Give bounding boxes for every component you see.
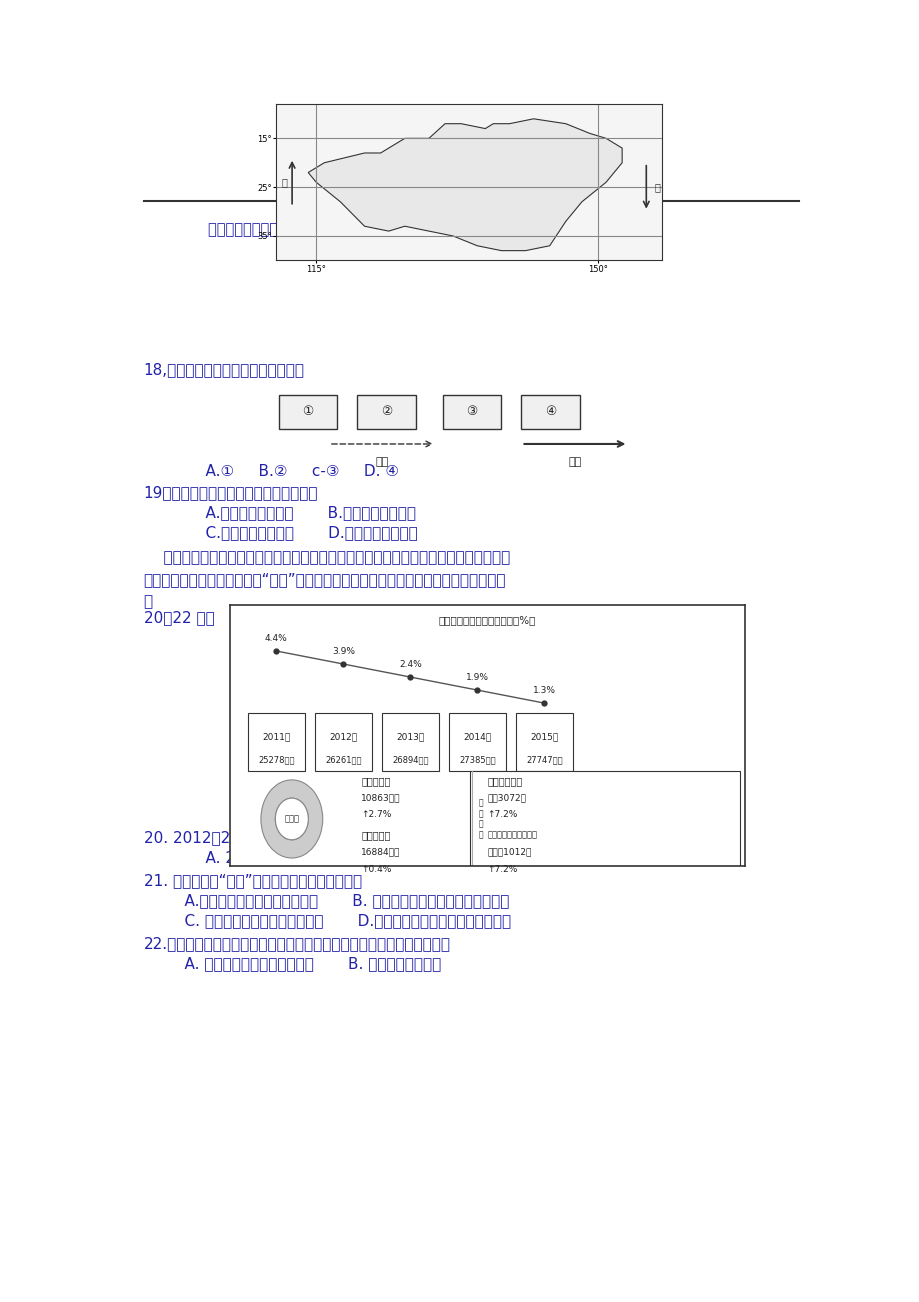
Text: 20. 2012～2015年农民工总量增速回落最大的年份是: 20. 2012～2015年农民工总量增速回落最大的年份是 xyxy=(143,829,404,845)
Text: 2012年: 2012年 xyxy=(329,733,357,741)
Circle shape xyxy=(275,798,308,840)
Text: 外出农民工在春节返乡后，一部分人不再回到务工的远方大城市，转而选择离家不远的: 外出农民工在春节返乡后，一部分人不再回到务工的远方大城市，转而选择离家不远的 xyxy=(143,551,509,565)
Text: 外出农民工人均生活费: 外出农民工人均生活费 xyxy=(487,831,537,838)
Text: 2.4%: 2.4% xyxy=(399,660,421,669)
Text: 月支出1012元: 月支出1012元 xyxy=(487,848,531,857)
Text: 农民工人均月: 农民工人均月 xyxy=(487,776,522,786)
FancyBboxPatch shape xyxy=(521,395,579,428)
Text: 收
支
变
化: 收 支 变 化 xyxy=(478,799,482,838)
Text: ↑2.7%: ↑2.7% xyxy=(361,810,391,819)
Text: 甲: 甲 xyxy=(281,177,287,187)
Text: 外出农民工: 外出农民工 xyxy=(361,831,391,840)
Text: 19．图中洋流对地理环境的影响正确的是: 19．图中洋流对地理环境的影响正确的是 xyxy=(143,486,318,500)
Text: 2015年: 2015年 xyxy=(529,733,558,741)
Text: 2013年: 2013年 xyxy=(396,733,424,741)
Text: 27747万人: 27747万人 xyxy=(526,755,562,764)
FancyBboxPatch shape xyxy=(516,713,572,771)
Text: ↑7.2%: ↑7.2% xyxy=(487,865,517,874)
Text: A. 提高劳动力素质和生产效率       B. 大量接纳海外移民: A. 提高劳动力素质和生产效率 B. 大量接纳海外移民 xyxy=(165,956,441,971)
Text: A.交通条件改善，空气质量良好       B. 各类城市发展，就业创业机会增多: A.交通条件改善，空气质量良好 B. 各类城市发展，就业创业机会增多 xyxy=(165,893,509,907)
Text: 25278万人: 25278万人 xyxy=(258,755,294,764)
Text: A. 2012年      B. 2013年      C- 2014年      D. 2015年: A. 2012年 B. 2013年 C- 2014年 D. 2015年 xyxy=(186,850,566,865)
Text: 2014年: 2014年 xyxy=(463,733,491,741)
Text: 2011年: 2011年 xyxy=(262,733,290,741)
Text: 1.3%: 1.3% xyxy=(532,686,555,695)
Text: 10863万人: 10863万人 xyxy=(361,793,401,802)
Text: 乙: 乙 xyxy=(653,182,660,193)
Text: 农民工总量（万人）及增速（%）: 农民工总量（万人）及增速（%） xyxy=(438,615,536,625)
Text: 介增长: 介增长 xyxy=(284,815,299,823)
Text: 26894万人: 26894万人 xyxy=(391,755,428,764)
Text: ④: ④ xyxy=(544,405,556,418)
Text: 务工地，这一现象称为务工潮“倒吸”现象。读我国近几年农民工数量增长情况分析图，完: 务工地，这一现象称为务工潮“倒吸”现象。读我国近几年农民工数量增长情况分析图，完 xyxy=(143,573,505,587)
Text: 18,甲、乙洋流所属大洋环流的模式是: 18,甲、乙洋流所属大洋环流的模式是 xyxy=(143,362,304,376)
FancyBboxPatch shape xyxy=(469,771,739,866)
FancyBboxPatch shape xyxy=(357,395,415,428)
Text: ↑0.4%: ↑0.4% xyxy=(361,865,391,874)
Text: ↑7.2%: ↑7.2% xyxy=(487,810,517,819)
FancyBboxPatch shape xyxy=(381,713,438,771)
Text: ②: ② xyxy=(380,405,391,418)
Text: 27385万人: 27385万人 xyxy=(459,755,495,764)
Text: A.①     B.②     c-③     D. ④: A.① B.② c-③ D. ④ xyxy=(186,464,399,479)
Text: 16884万人: 16884万人 xyxy=(361,848,401,857)
FancyBboxPatch shape xyxy=(314,713,371,771)
Text: 暖流: 暖流 xyxy=(568,457,581,467)
Text: 20～22 题。: 20～22 题。 xyxy=(143,611,214,625)
Text: 3.9%: 3.9% xyxy=(332,647,355,656)
Text: 收入3072元: 收入3072元 xyxy=(487,793,526,802)
Text: 本地农民工: 本地农民工 xyxy=(361,776,391,786)
Wedge shape xyxy=(261,780,323,858)
Polygon shape xyxy=(308,118,621,250)
FancyBboxPatch shape xyxy=(248,713,304,771)
Text: 1.9%: 1.9% xyxy=(465,673,488,682)
Text: 4.4%: 4.4% xyxy=(265,634,288,643)
Text: 26261万人: 26261万人 xyxy=(324,755,361,764)
FancyBboxPatch shape xyxy=(448,713,505,771)
Text: C.甲乙都会影响海运       D.甲乙海域都有渔场: C.甲乙都会影响海运 D.甲乙海域都有渔场 xyxy=(186,525,417,540)
Text: C. 人口政策调整，生育放宽二胎       D.农民工工资高、支出少，净收入多: C. 人口政策调整，生育放宽二胎 D.农民工工资高、支出少，净收入多 xyxy=(165,913,510,928)
Text: ①: ① xyxy=(302,405,313,418)
Text: A.甲对沿海增温增湿       B.乙对沿海降温减湿: A.甲对沿海增温增湿 B.乙对沿海降温减湿 xyxy=(186,505,416,519)
Text: 寒流: 寒流 xyxy=(375,457,389,467)
Text: 因为世界某区域图，图中甲、乙表示洋流，读图完成18～19 题-: 因为世界某区域图，图中甲、乙表示洋流，读图完成18～19 题- xyxy=(208,221,473,237)
FancyBboxPatch shape xyxy=(278,395,337,428)
FancyBboxPatch shape xyxy=(443,395,501,428)
Text: 21. 出现务工潮“倒吸”现象的主要原因是我国内地: 21. 出现务工潮“倒吸”现象的主要原因是我国内地 xyxy=(143,874,361,888)
Text: ③: ③ xyxy=(466,405,477,418)
Text: 成: 成 xyxy=(143,594,153,609)
Text: 22.目前我国因人口变化出现劳动力紧张的问题，下列应对措施中可行的是: 22.目前我国因人口变化出现劳动力紧张的问题，下列应对措施中可行的是 xyxy=(143,936,450,952)
